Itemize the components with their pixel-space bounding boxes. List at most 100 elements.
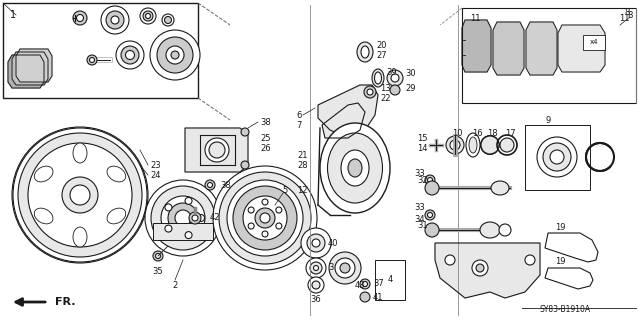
Circle shape xyxy=(427,178,433,182)
Circle shape xyxy=(312,281,320,289)
Circle shape xyxy=(12,127,148,263)
Ellipse shape xyxy=(320,123,390,213)
Circle shape xyxy=(106,11,124,29)
Circle shape xyxy=(116,41,144,69)
Circle shape xyxy=(70,185,90,205)
Polygon shape xyxy=(153,223,213,240)
Circle shape xyxy=(425,175,435,185)
Ellipse shape xyxy=(537,137,577,177)
Ellipse shape xyxy=(34,208,53,224)
Circle shape xyxy=(335,258,355,278)
Text: 22: 22 xyxy=(380,93,390,102)
Circle shape xyxy=(313,266,318,270)
Text: 8: 8 xyxy=(625,7,630,17)
Text: 7: 7 xyxy=(297,121,302,130)
Circle shape xyxy=(209,142,225,158)
Bar xyxy=(3,3,198,98)
Text: 17: 17 xyxy=(505,129,516,138)
Text: 43: 43 xyxy=(355,281,366,290)
Circle shape xyxy=(150,30,200,80)
Circle shape xyxy=(111,16,119,24)
Circle shape xyxy=(241,161,249,169)
Text: 11: 11 xyxy=(619,13,630,22)
Circle shape xyxy=(450,140,460,150)
Ellipse shape xyxy=(348,159,362,177)
Circle shape xyxy=(157,37,193,73)
Circle shape xyxy=(77,14,84,21)
Circle shape xyxy=(241,128,249,136)
Text: 16: 16 xyxy=(471,129,482,138)
Polygon shape xyxy=(526,22,557,75)
Circle shape xyxy=(219,172,311,264)
Circle shape xyxy=(156,253,161,259)
Polygon shape xyxy=(185,128,248,172)
Circle shape xyxy=(151,186,215,250)
Circle shape xyxy=(153,251,163,261)
Ellipse shape xyxy=(89,58,94,62)
Text: 42: 42 xyxy=(210,213,221,222)
Text: 1: 1 xyxy=(10,10,16,20)
Circle shape xyxy=(525,255,535,265)
Polygon shape xyxy=(12,52,48,85)
Ellipse shape xyxy=(107,166,126,182)
Circle shape xyxy=(171,51,179,59)
Circle shape xyxy=(276,223,282,229)
Circle shape xyxy=(445,255,455,265)
Text: 30: 30 xyxy=(405,68,415,77)
Text: FR.: FR. xyxy=(55,297,75,307)
Text: 38: 38 xyxy=(260,117,271,126)
Ellipse shape xyxy=(361,46,369,58)
Circle shape xyxy=(213,166,317,270)
Circle shape xyxy=(192,215,198,221)
Circle shape xyxy=(427,212,433,218)
Circle shape xyxy=(306,258,326,278)
Polygon shape xyxy=(435,243,540,298)
Text: 4: 4 xyxy=(387,276,392,284)
Text: 32: 32 xyxy=(417,175,428,185)
Circle shape xyxy=(255,208,275,228)
Text: 20: 20 xyxy=(376,41,387,50)
Circle shape xyxy=(161,196,205,240)
Bar xyxy=(462,8,636,103)
Text: 18: 18 xyxy=(487,129,497,138)
Text: 27: 27 xyxy=(376,51,387,60)
Ellipse shape xyxy=(341,150,369,186)
Ellipse shape xyxy=(480,222,500,238)
Ellipse shape xyxy=(543,143,571,171)
Circle shape xyxy=(165,204,172,211)
Ellipse shape xyxy=(73,143,87,163)
Ellipse shape xyxy=(357,42,373,62)
Circle shape xyxy=(198,214,205,221)
Circle shape xyxy=(310,262,322,274)
Text: 34: 34 xyxy=(414,215,425,225)
Ellipse shape xyxy=(34,166,53,182)
Circle shape xyxy=(301,228,331,258)
Text: 28: 28 xyxy=(297,161,308,170)
Text: 25: 25 xyxy=(260,133,271,142)
Ellipse shape xyxy=(550,150,564,164)
Text: 21: 21 xyxy=(297,150,308,159)
Text: SY83-B1910A: SY83-B1910A xyxy=(540,306,591,315)
Circle shape xyxy=(73,11,87,25)
Circle shape xyxy=(362,282,367,286)
Text: 19: 19 xyxy=(555,222,565,231)
Circle shape xyxy=(166,46,184,64)
Circle shape xyxy=(165,225,172,232)
Polygon shape xyxy=(16,49,52,82)
Polygon shape xyxy=(8,55,44,88)
Bar xyxy=(525,125,590,190)
Circle shape xyxy=(143,11,153,21)
Text: 11: 11 xyxy=(470,13,480,22)
Circle shape xyxy=(28,143,132,247)
Circle shape xyxy=(145,13,151,19)
Text: 3: 3 xyxy=(328,263,334,273)
Circle shape xyxy=(312,239,320,247)
Polygon shape xyxy=(462,20,491,72)
Bar xyxy=(375,260,405,300)
Circle shape xyxy=(243,196,287,240)
Circle shape xyxy=(205,138,229,162)
Text: x4: x4 xyxy=(590,39,598,45)
Circle shape xyxy=(425,181,439,195)
Text: 39: 39 xyxy=(386,68,397,76)
Text: 6: 6 xyxy=(297,110,302,119)
